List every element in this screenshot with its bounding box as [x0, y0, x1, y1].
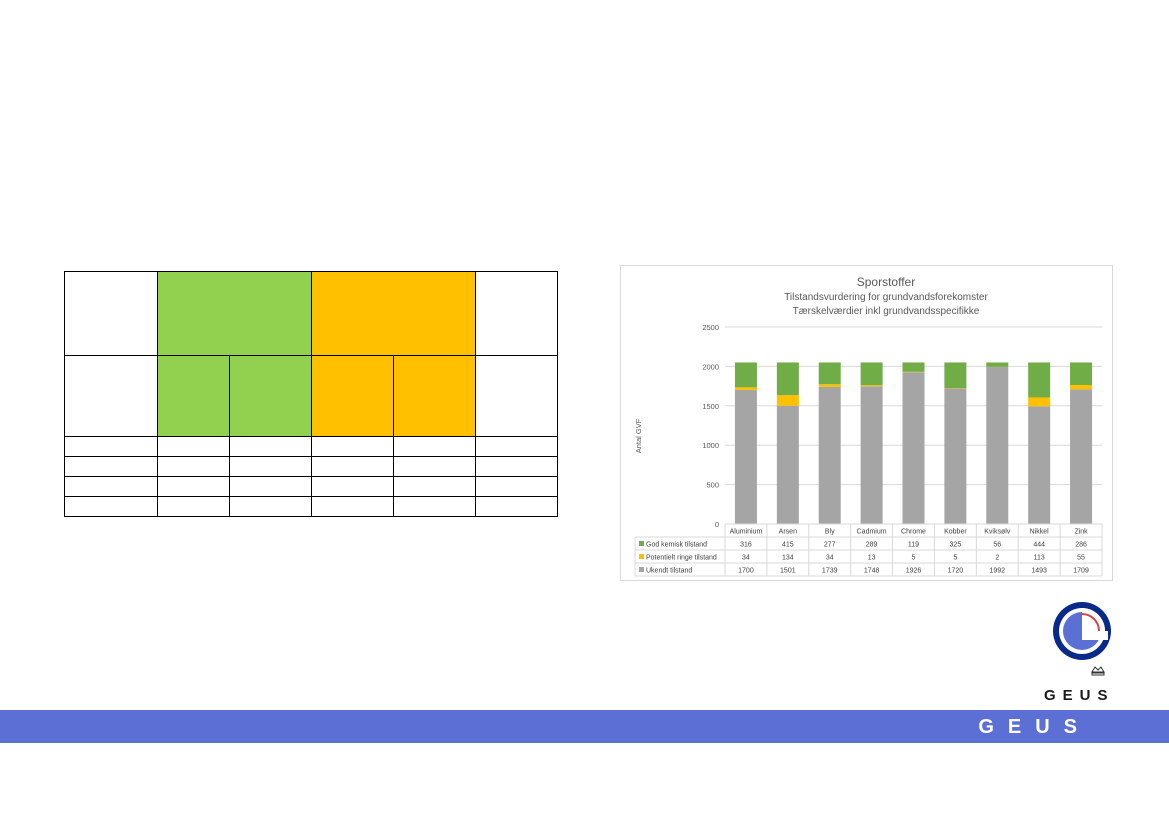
geus-emblem-icon [1053, 602, 1111, 676]
x-tick-label: Cadmium [857, 529, 887, 536]
data-label: 444 [1033, 542, 1045, 549]
chart-title: Sporstoffer [857, 275, 915, 289]
y-tick-label: 2500 [702, 323, 719, 332]
bar-segment [860, 362, 883, 386]
table-row [64, 476, 558, 497]
data-label: 113 [1034, 555, 1045, 562]
bar-segment [818, 362, 841, 385]
legend-swatch [639, 554, 644, 559]
data-label: 134 [782, 555, 794, 562]
table-cell [64, 355, 158, 437]
x-tick-label: Nikkel [1030, 529, 1050, 536]
data-label: 1926 [906, 568, 922, 575]
stacked-bar-chart: Sporstoffer Tilstandsvurdering for grund… [634, 275, 1103, 577]
bar-segment [860, 386, 883, 524]
table-row [64, 496, 558, 517]
bar-segment [1028, 362, 1051, 398]
data-label: 1709 [1073, 568, 1089, 575]
footer-band: GEUS [0, 710, 1169, 743]
geus-logo [1048, 600, 1128, 708]
table-subheader-orange [311, 355, 394, 437]
data-label: 1992 [989, 568, 1005, 575]
x-tick-label: Zink [1074, 529, 1088, 536]
data-label: 1493 [1031, 568, 1047, 575]
legend-label: God kemisk tilstand [646, 542, 707, 549]
bar-segment [1028, 397, 1051, 407]
data-label: 289 [866, 542, 878, 549]
table-cell [475, 271, 558, 356]
y-axis-label: Antal GVF [634, 418, 643, 453]
bar-segment [1070, 384, 1093, 390]
bar-segment [818, 386, 841, 524]
bar-segment [818, 384, 841, 387]
bar-segment [776, 405, 799, 524]
bar-segment [776, 395, 799, 406]
y-tick-label: 0 [715, 520, 719, 529]
chart-container: Sporstoffer Tilstandsvurdering for grund… [620, 265, 1113, 581]
data-label: 1739 [822, 568, 838, 575]
table-subheader-green [229, 355, 312, 437]
status-table [64, 271, 558, 517]
data-label: 1700 [738, 568, 754, 575]
bar-segment [734, 390, 757, 524]
data-label: 325 [950, 542, 962, 549]
x-tick-label: Chrome [901, 529, 926, 536]
legend-swatch [639, 541, 644, 546]
x-tick-label: Bly [825, 529, 835, 536]
bar-segment [1070, 389, 1093, 524]
bar-segment [860, 385, 883, 387]
data-label: 286 [1075, 542, 1087, 549]
bar-segment [902, 372, 925, 524]
table-subheader-orange [393, 355, 476, 437]
legend-label: Ukendt tilstand [646, 568, 692, 575]
chart-subtitle-2: Tærskelværdier inkl grundvandsspecifikke [793, 306, 980, 317]
data-label: 1720 [948, 568, 964, 575]
bar-segment [986, 367, 1009, 524]
table-row [64, 456, 558, 477]
data-label: 34 [742, 555, 750, 562]
data-label: 1748 [864, 568, 880, 575]
data-label: 55 [1077, 555, 1085, 562]
table-row [64, 436, 558, 457]
y-tick-label: 1000 [702, 441, 719, 450]
table-cell [475, 355, 558, 437]
x-tick-label: Arsen [779, 529, 797, 536]
data-label: 5 [912, 555, 916, 562]
data-label: 119 [908, 542, 919, 549]
x-tick-label: Aluminium [730, 529, 763, 536]
data-label: 5 [953, 555, 957, 562]
bar-segment [734, 362, 757, 388]
table-cell [64, 271, 158, 356]
table-subheader-green [157, 355, 230, 437]
data-label: 56 [993, 542, 1001, 549]
data-label: 34 [826, 555, 834, 562]
data-label: 415 [782, 542, 794, 549]
data-label: 13 [868, 555, 876, 562]
bar-segment [734, 387, 757, 391]
y-tick-label: 2000 [702, 362, 719, 371]
bar-segment [944, 362, 967, 389]
table-header-orange [311, 271, 476, 356]
logo-wordmark: GEUS [1044, 687, 1115, 704]
x-tick-label: Kviksølv [984, 529, 1011, 536]
y-tick-label: 1500 [702, 402, 719, 411]
bar-segment [986, 362, 1009, 367]
bar-segment [902, 362, 925, 372]
data-label: 277 [824, 542, 836, 549]
bar-segment [1070, 362, 1093, 385]
table-header-green [157, 271, 312, 356]
bar-segment [944, 388, 967, 524]
data-label: 316 [740, 542, 752, 549]
data-label: 2 [995, 555, 999, 562]
x-tick-label: Kobber [944, 529, 967, 536]
bar-segment [1028, 406, 1051, 524]
data-label: 1501 [780, 568, 796, 575]
chart-subtitle-1: Tilstandsvurdering for grundvandsforekom… [784, 292, 988, 303]
footer-wordmark: GEUS [978, 716, 1091, 738]
legend-swatch [639, 567, 644, 572]
legend-label: Potentielt ringe tilstand [646, 555, 717, 562]
y-tick-label: 500 [706, 481, 719, 490]
bar-segment [776, 362, 799, 396]
